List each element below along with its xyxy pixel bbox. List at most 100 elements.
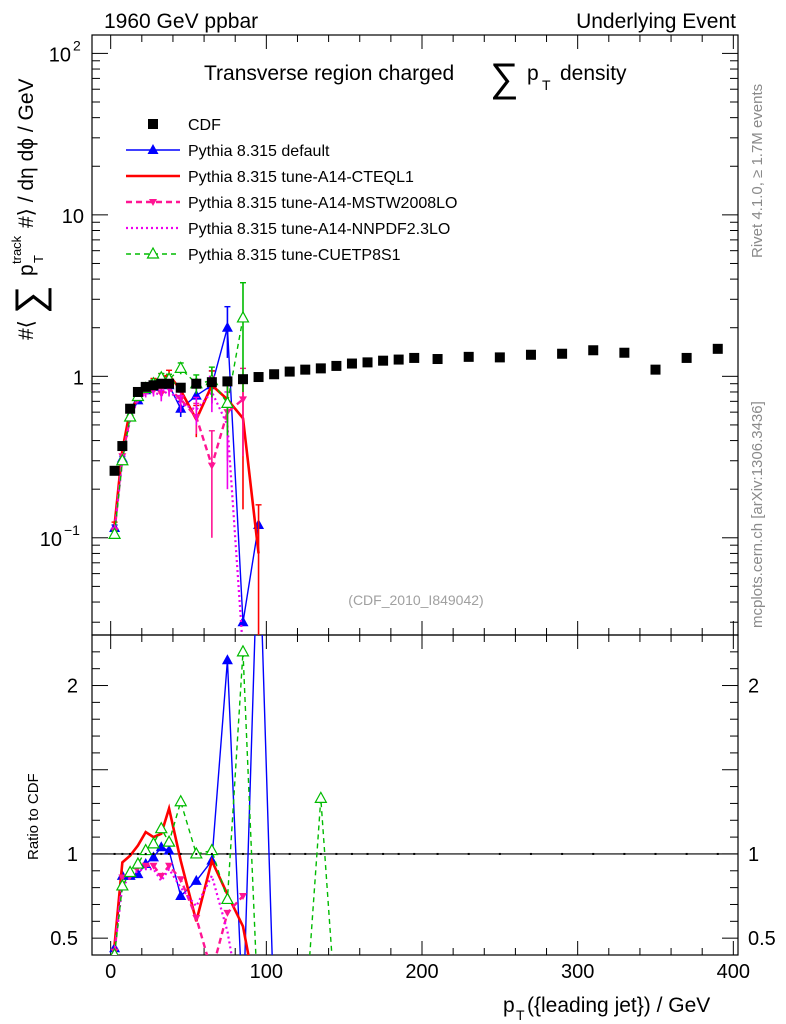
ratio-series	[109, 635, 719, 955]
legend-label: Pythia 8.315 tune-A14-CTEQL1	[188, 169, 414, 186]
ratio-marker	[141, 862, 150, 870]
cdf-point	[156, 378, 167, 389]
cdf-point	[315, 363, 326, 374]
ratio-marker	[192, 914, 201, 922]
series-default	[109, 305, 265, 627]
y-tick-label-ratio-right: 1	[748, 844, 759, 866]
cdf-ratio-point	[529, 852, 532, 855]
title-p-sub: T	[542, 77, 551, 93]
ratio-marker	[190, 874, 202, 885]
cdf-ratio-point	[113, 852, 116, 855]
cdf-point	[331, 360, 342, 371]
cdf-point	[432, 354, 443, 365]
ratio-marker	[236, 644, 250, 657]
legend-label: Pythia 8.315 tune-A14-NNPDF2.3LO	[188, 221, 450, 238]
series-marker	[115, 453, 129, 466]
ratio-marker	[314, 791, 328, 803]
cdf-ratio-point	[561, 852, 564, 855]
y-axis-label-main: #⟨ ∑ p track T #⟩ / dη dϕ / GeV	[8, 78, 52, 340]
y-tick-label-ratio-left: 2	[67, 676, 78, 698]
main-series	[108, 282, 265, 635]
legend-item: Pythia 8.315 tune-A14-CTEQL1	[126, 169, 414, 186]
cdf-ratio-point	[210, 852, 213, 855]
ratio-marker	[165, 862, 174, 870]
y-tick-label-main: 10 −1	[40, 522, 80, 551]
y-tick-label-base: 10	[49, 44, 71, 66]
ratio-marker	[149, 862, 158, 870]
cdf-point	[284, 366, 295, 377]
ratio-marker	[154, 821, 168, 834]
ratio-marker	[147, 851, 159, 862]
y-tick-label-base: 10	[62, 206, 84, 228]
cdf-ratio-point	[129, 852, 132, 855]
cdf-ratio-point	[152, 852, 155, 855]
cdf-point	[191, 378, 202, 389]
series-mstw	[110, 367, 247, 538]
series-marker	[221, 321, 233, 332]
xlabel-tail: ({leading jet}) / GeV	[527, 994, 710, 1017]
ratio-marker	[163, 844, 175, 855]
ylabel-sum: ∑	[8, 285, 52, 314]
cdf-ratio-point	[195, 852, 198, 855]
y-axis-label-ratio: Ratio to CDF	[25, 773, 42, 860]
cdf-ratio-point	[382, 852, 385, 855]
ratio-marker	[146, 836, 161, 849]
y-tick-label-base: 10	[40, 529, 62, 551]
cdf-ratio-point	[121, 852, 124, 855]
cdf-point	[619, 347, 630, 358]
ratio-marker	[155, 841, 167, 852]
cdf-point	[109, 465, 120, 476]
cdf-ratio-point	[436, 852, 439, 855]
ratio-series-nnpdf	[113, 867, 233, 955]
title-p: p	[527, 62, 539, 85]
cdf-ratio-point	[350, 852, 353, 855]
xlabel-p: p	[503, 994, 515, 1017]
mcplots-label: mcplots.cern.ch [arXiv:1306.3436]	[749, 401, 766, 628]
ratio-plot-frame	[91, 634, 739, 956]
cdf-point	[681, 352, 692, 363]
legend-marker	[146, 246, 160, 259]
cdf-ratio-point	[288, 852, 291, 855]
cdf-point	[494, 352, 505, 363]
series-marker	[108, 527, 122, 539]
legend-item: CDF	[148, 117, 221, 134]
legend-marker	[149, 199, 157, 206]
x-tick-label: 200	[405, 961, 438, 983]
ratio-marker	[175, 890, 187, 901]
cdf-point	[140, 381, 151, 392]
ratio-marker	[220, 892, 234, 905]
ylabel-tail: #⟩ / dη dϕ / GeV	[15, 78, 38, 228]
series-marker	[174, 361, 188, 373]
ylabel-hash: #⟨	[15, 320, 38, 340]
legend-item: Pythia 8.315 tune-CUETP8S1	[126, 246, 401, 264]
ylabel-p: p	[15, 264, 38, 276]
ref-label: (CDF_2010_I849042)	[348, 592, 483, 608]
x-tick-label: 100	[250, 961, 283, 983]
cdf-point	[409, 352, 420, 363]
cdf-point	[253, 372, 264, 383]
x-tick-label: 400	[717, 961, 750, 983]
cdf-point	[557, 348, 568, 359]
legend-marker	[147, 144, 159, 154]
cdf-ratio-point	[498, 852, 501, 855]
ratio-marker	[176, 876, 185, 884]
legend-label: CDF	[188, 117, 221, 134]
cdf-point	[175, 382, 186, 393]
cdf-point	[206, 377, 217, 388]
cdf-ratio-point	[592, 852, 595, 855]
axis-ticks	[92, 35, 738, 956]
y-tick-label-ratio-right: 0.5	[748, 928, 776, 950]
cdf-point	[164, 378, 175, 389]
ratio-marker	[131, 856, 145, 869]
ratio-marker	[221, 654, 233, 665]
ratio-line	[113, 651, 333, 955]
cdf-ratio-point	[168, 852, 171, 855]
y-tick-label-main: 10	[62, 206, 84, 228]
cdf-ratio-point	[467, 852, 470, 855]
cdf-point	[237, 374, 248, 385]
cdf-point	[148, 380, 159, 391]
legend-item: Pythia 8.315 default	[126, 143, 330, 160]
legend-label: Pythia 8.315 tune-A14-MSTW2008LO	[188, 195, 457, 212]
